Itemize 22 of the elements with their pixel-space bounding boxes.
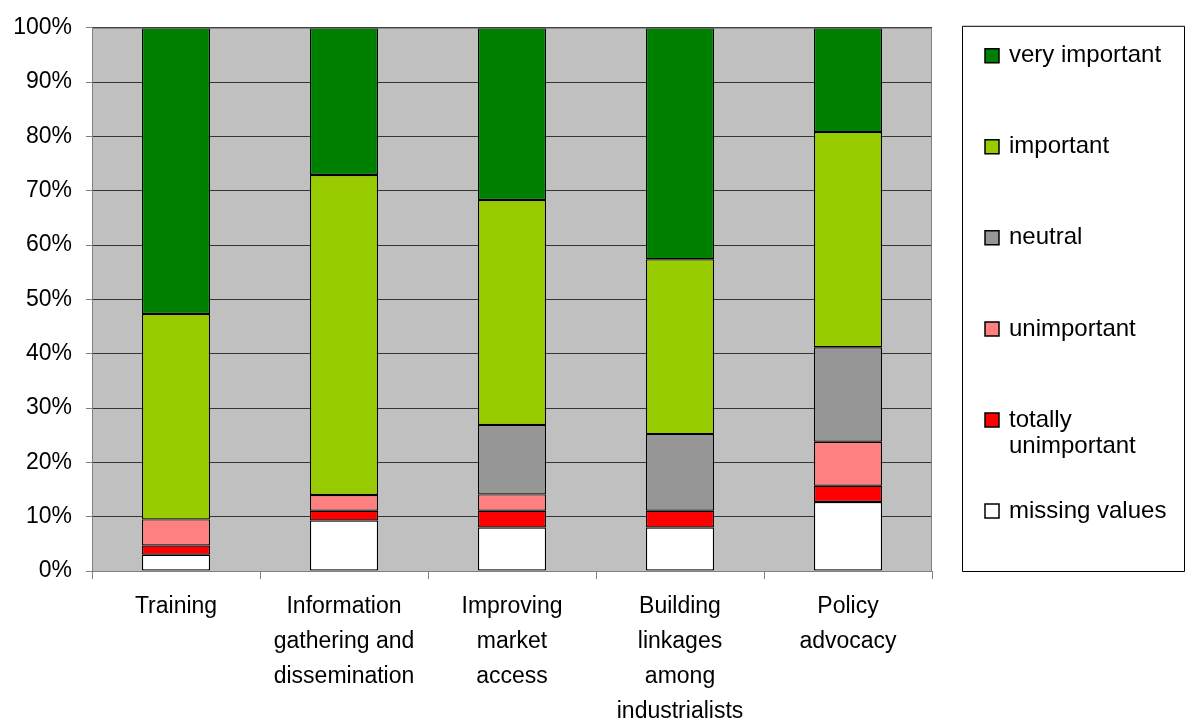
x-tick-label: Improving market access [461, 591, 563, 688]
y-tick-label: 20% [25, 447, 72, 474]
y-tick-label: 40% [25, 339, 72, 366]
legend-label: important [1009, 131, 1110, 159]
y-tick-label: 100% [13, 13, 72, 40]
x-tick-label: Training [134, 591, 218, 618]
legend-label: very important [1009, 40, 1162, 68]
legend-label: missing values [1009, 495, 1167, 523]
y-tick-label: 70% [25, 176, 72, 203]
x-tick-label: Policy advocacy [799, 591, 898, 653]
y-tick-label: 30% [25, 393, 72, 420]
legend-label: totally unimportant [1009, 404, 1137, 458]
y-tick-label: 0% [38, 556, 72, 583]
y-tick-label: 90% [25, 67, 72, 94]
legend-label: unimportant [1009, 313, 1137, 341]
y-tick-label: 80% [25, 121, 72, 148]
y-tick-label: 10% [25, 502, 72, 529]
y-tick-label: 60% [25, 230, 72, 257]
x-tick-label: Information gathering and dissemination [273, 591, 415, 688]
y-tick-label: 50% [25, 284, 72, 311]
x-tick-label: Building linkages among industrialists [616, 591, 744, 723]
legend-label: neutral [1009, 222, 1083, 250]
